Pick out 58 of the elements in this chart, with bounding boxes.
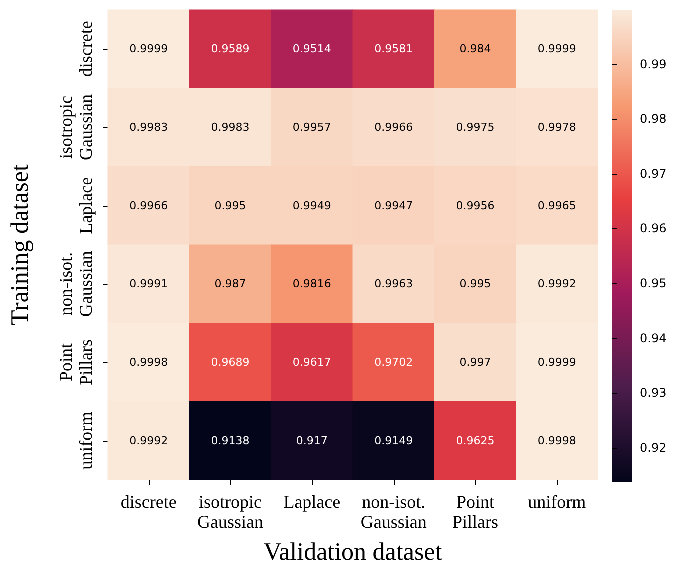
data-label: 0.984 — [460, 42, 492, 56]
data-label: 0.9965 — [538, 199, 576, 212]
data-label: 0.9999 — [130, 42, 168, 56]
x-tick-label: Laplace — [284, 492, 341, 512]
data-label: 0.9689 — [211, 356, 250, 369]
data-label: 0.9983 — [130, 121, 168, 134]
y-tick-label: Point Pillars — [56, 339, 96, 386]
data-label: 0.9963 — [374, 278, 414, 291]
data-label: 0.987 — [214, 278, 246, 291]
y-tick-label: uniform — [76, 412, 96, 470]
color-bar-label: 0.93 — [640, 386, 667, 400]
data-label: 0.995 — [214, 199, 246, 212]
color-bar-label: 0.95 — [640, 276, 667, 291]
data-label: 0.9998 — [538, 434, 576, 448]
color-bar-label: 0.92 — [640, 441, 667, 456]
data-label: 0.9983 — [211, 121, 250, 134]
y-tick-label: Laplace — [76, 177, 96, 234]
data-label: 0.917 — [296, 434, 328, 448]
data-label: 0.9998 — [130, 356, 168, 369]
data-label: 0.995 — [460, 278, 492, 291]
data-label: 0.9947 — [374, 199, 414, 212]
y-tick-label: discrete — [76, 21, 96, 78]
color-bar-label: 0.98 — [640, 112, 667, 126]
x-tick-label: uniform — [528, 492, 586, 512]
data-label: 0.9589 — [211, 42, 250, 56]
x-tick-label: Point Pillars — [452, 492, 499, 532]
data-label: 0.997 — [460, 356, 492, 369]
color-bar-label: 0.96 — [640, 222, 667, 236]
data-label: 0.9949 — [292, 199, 332, 212]
data-label: 0.9138 — [211, 434, 250, 448]
x-tick-label: discrete — [120, 492, 177, 512]
data-label: 0.9149 — [374, 434, 414, 448]
data-label: 0.9992 — [538, 278, 576, 291]
data-label: 0.9999 — [538, 356, 576, 369]
color-bar-label: 0.99 — [640, 57, 667, 72]
data-label: 0.9702 — [374, 356, 414, 369]
y-tick-label: isotropic Gaussian — [56, 94, 96, 160]
x-tick-label: isotropic Gaussian — [198, 492, 264, 532]
data-label: 0.9966 — [130, 199, 168, 212]
data-label: 0.9514 — [292, 42, 332, 56]
data-label: 0.9991 — [130, 278, 168, 291]
x-axis-title: Validation dataset — [264, 539, 442, 566]
data-label: 0.9617 — [292, 356, 332, 369]
data-label: 0.9957 — [292, 121, 332, 134]
x-tick-label: non-isot. Gaussian — [360, 492, 427, 532]
data-label: 0.9581 — [374, 42, 414, 56]
color-bar-label: 0.97 — [640, 166, 667, 181]
y-axis-title: Training dataset — [7, 164, 34, 326]
data-label: 0.9966 — [374, 121, 414, 134]
color-bar-label: 0.94 — [640, 331, 667, 346]
data-label: 0.9625 — [456, 434, 495, 448]
data-label: 0.9999 — [538, 42, 576, 56]
data-label: 0.9992 — [130, 434, 168, 448]
data-label: 0.9816 — [292, 278, 332, 291]
y-tick-label: non-isot. Gaussian — [56, 251, 96, 318]
data-label: 0.9975 — [456, 121, 495, 134]
data-label: 0.9978 — [538, 121, 576, 134]
data-label: 0.9956 — [456, 199, 495, 212]
